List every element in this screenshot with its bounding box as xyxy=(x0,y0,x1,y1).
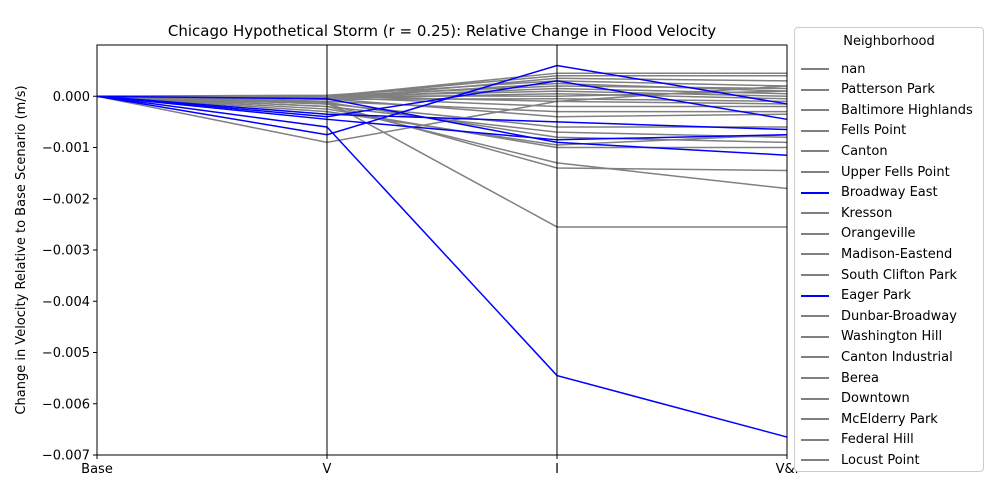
legend-swatch xyxy=(801,397,829,400)
y-tick-label: −0.002 xyxy=(42,192,90,207)
series-line xyxy=(96,95,787,108)
legend-swatch xyxy=(801,109,829,112)
legend-swatch xyxy=(801,377,829,379)
legend-swatch xyxy=(801,171,829,173)
legend-swatch xyxy=(801,418,829,421)
legend-swatch xyxy=(801,88,829,91)
legend-swatch xyxy=(801,315,829,318)
legend-label: Orangeville xyxy=(841,226,916,242)
legend-label: Locust Point xyxy=(841,452,920,468)
legend-item: Broadway East xyxy=(801,183,938,203)
legend-swatch xyxy=(801,253,829,256)
legend-label: Dunbar-Broadway xyxy=(841,308,957,324)
x-tick-label: V xyxy=(323,462,332,477)
legend-label: Upper Fells Point xyxy=(841,164,950,180)
legend-item: Downtown xyxy=(801,389,910,409)
legend-item: Berea xyxy=(801,368,879,388)
legend-swatch xyxy=(801,294,829,297)
legend-swatch xyxy=(801,232,829,235)
legend-label: Federal Hill xyxy=(841,432,914,448)
legend-item: Orangeville xyxy=(801,224,916,244)
legend-swatch xyxy=(801,274,829,276)
legend-item: Washington Hill xyxy=(801,327,942,347)
legend-label: Eager Park xyxy=(841,288,912,304)
axes-layer: −0.007 −0.006 −0.005 −0.004 −0.003 −0.002 −0.0… xyxy=(42,44,799,477)
y-tick-label: 0.000 xyxy=(53,90,90,105)
legend-item: Fells Point xyxy=(801,121,906,141)
legend-item: nan xyxy=(801,59,865,79)
series-line xyxy=(96,80,788,121)
legend-swatch xyxy=(801,438,829,441)
legend-label: nan xyxy=(841,61,866,77)
series-line xyxy=(96,95,788,172)
legend-label: Baltimore Highlands xyxy=(841,102,973,118)
y-axis-label: Change in Velocity Relative to Base Scen… xyxy=(14,85,29,414)
legend-swatch xyxy=(801,150,829,153)
legend-swatch xyxy=(801,191,829,194)
legend-label: Canton Industrial xyxy=(841,349,953,365)
series-line xyxy=(96,95,788,146)
legend-item: Eager Park xyxy=(801,286,911,306)
series-layer xyxy=(96,64,788,438)
legend: Neighborhood nan Patterson Park Baltimore … xyxy=(794,27,984,472)
legend-label: Broadway East xyxy=(841,185,938,201)
legend-item: Locust Point xyxy=(801,450,920,470)
y-tick-label: −0.005 xyxy=(42,346,90,361)
legend-label: Washington Hill xyxy=(841,329,943,345)
legend-item: Federal Hill xyxy=(801,430,914,450)
legend-swatch xyxy=(801,129,829,132)
legend-label: Kresson xyxy=(841,205,893,221)
legend-label: Patterson Park xyxy=(841,82,935,98)
legend-item: Canton Industrial xyxy=(801,347,953,367)
legend-label: McElderry Park xyxy=(841,411,938,427)
series-line xyxy=(96,95,788,438)
x-tick-label: I xyxy=(555,462,559,477)
legend-item: McElderry Park xyxy=(801,409,938,429)
series-line xyxy=(96,95,787,228)
legend-swatch xyxy=(801,356,829,359)
chart-title: Chicago Hypothetical Storm (r = 0.25): R… xyxy=(168,22,716,40)
legend-label: Berea xyxy=(841,370,879,386)
series-line xyxy=(96,85,788,144)
legend-swatch xyxy=(801,68,829,70)
series-line xyxy=(96,95,788,131)
series-line xyxy=(96,64,788,136)
legend-label: Madison-Eastend xyxy=(841,246,953,262)
legend-item: Kresson xyxy=(801,203,892,223)
legend-item: South Clifton Park xyxy=(801,265,957,285)
legend-title: Neighborhood xyxy=(843,34,935,49)
legend-swatch xyxy=(801,335,829,338)
y-tick-label: −0.003 xyxy=(42,244,90,259)
x-tick-label: V&I xyxy=(776,462,799,477)
legend-label: Fells Point xyxy=(841,123,907,139)
y-tick-label: −0.006 xyxy=(42,397,90,412)
legend-item: Canton xyxy=(801,141,888,161)
legend-swatch xyxy=(801,212,829,215)
y-tick-label: −0.004 xyxy=(42,295,90,310)
y-tick-label: −0.007 xyxy=(42,449,90,464)
legend-item: Dunbar-Broadway xyxy=(801,306,957,326)
y-tick-label: −0.001 xyxy=(42,141,90,156)
legend-label: Canton xyxy=(841,143,888,159)
legend-label: South Clifton Park xyxy=(841,267,958,283)
legend-item: Madison-Eastend xyxy=(801,244,952,264)
legend-swatch xyxy=(801,459,829,462)
legend-item: Patterson Park xyxy=(801,80,935,100)
legend-label: Downtown xyxy=(841,391,910,407)
series-line xyxy=(96,95,788,156)
x-tick-label: Base xyxy=(81,462,113,477)
series-line xyxy=(96,95,788,141)
series-line xyxy=(96,95,788,190)
legend-item: Baltimore Highlands xyxy=(801,100,973,120)
legend-item: Upper Fells Point xyxy=(801,162,950,182)
